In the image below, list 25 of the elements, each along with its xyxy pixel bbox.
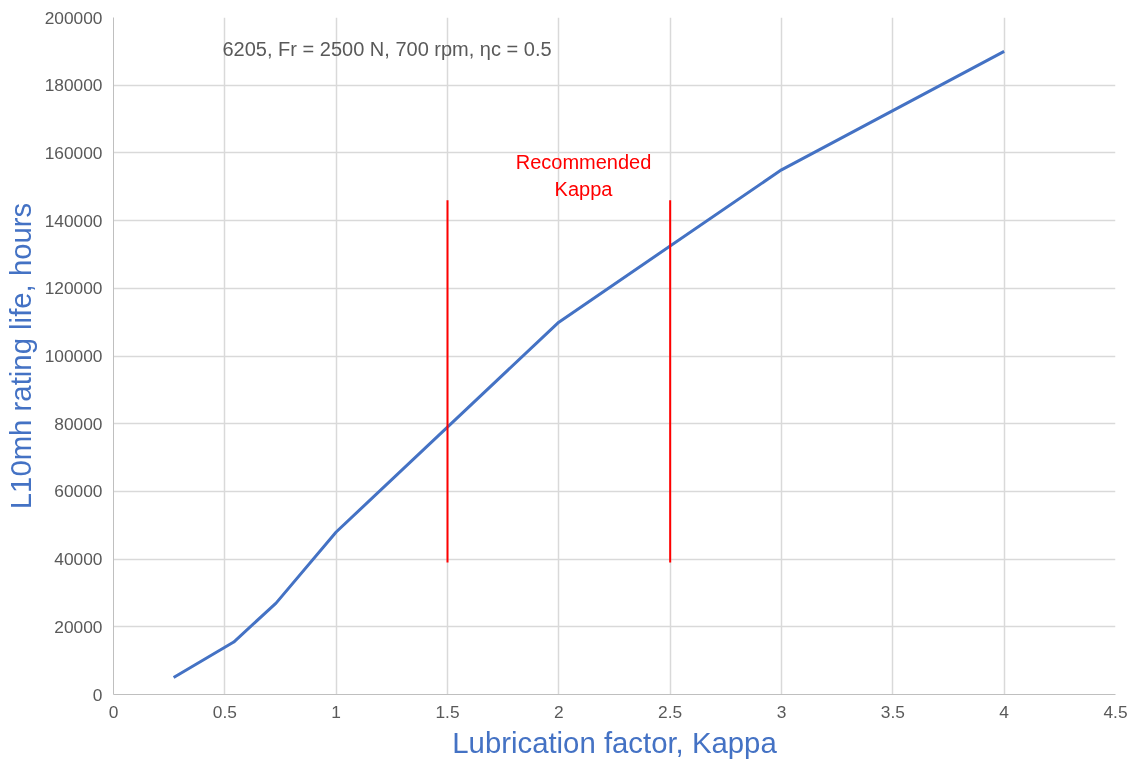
y-tick-label: 120000 [44, 278, 103, 299]
x-tick-label: 0.5 [212, 701, 237, 722]
y-tick-label: 20000 [54, 616, 103, 637]
y-tick-label: 200000 [44, 7, 103, 28]
x-tick-label: 4.5 [1103, 701, 1128, 722]
x-tick-label: 2 [554, 701, 564, 722]
y-tick-label: 0 [92, 684, 103, 705]
x-tick-label: 1 [331, 701, 341, 722]
x-tick-label: 0 [108, 701, 119, 722]
y-axis-title: L10mh rating life, hours [3, 202, 37, 510]
annotation: 6205, Fr = 2500 N, 700 rpm, ηc = 0.5 [222, 37, 552, 60]
y-tick-label: 180000 [44, 75, 103, 96]
x-tick-label: 3.5 [880, 701, 905, 722]
annotation: Recommended Kappa [515, 151, 652, 200]
y-tick-label: 60000 [54, 481, 103, 502]
y-tick-label: 80000 [54, 413, 103, 434]
x-tick-label: 3 [776, 701, 787, 722]
y-tick-label: 160000 [44, 142, 103, 163]
x-axis-title: Lubrication factor, Kappa [452, 725, 778, 759]
y-tick-label: 40000 [54, 549, 103, 570]
x-tick-label: 1.5 [435, 701, 460, 722]
y-tick-label: 100000 [44, 346, 103, 366]
x-tick-label: 4 [999, 701, 1010, 722]
x-tick-label: 2.5 [658, 701, 683, 722]
y-tick-label: 140000 [44, 210, 103, 231]
